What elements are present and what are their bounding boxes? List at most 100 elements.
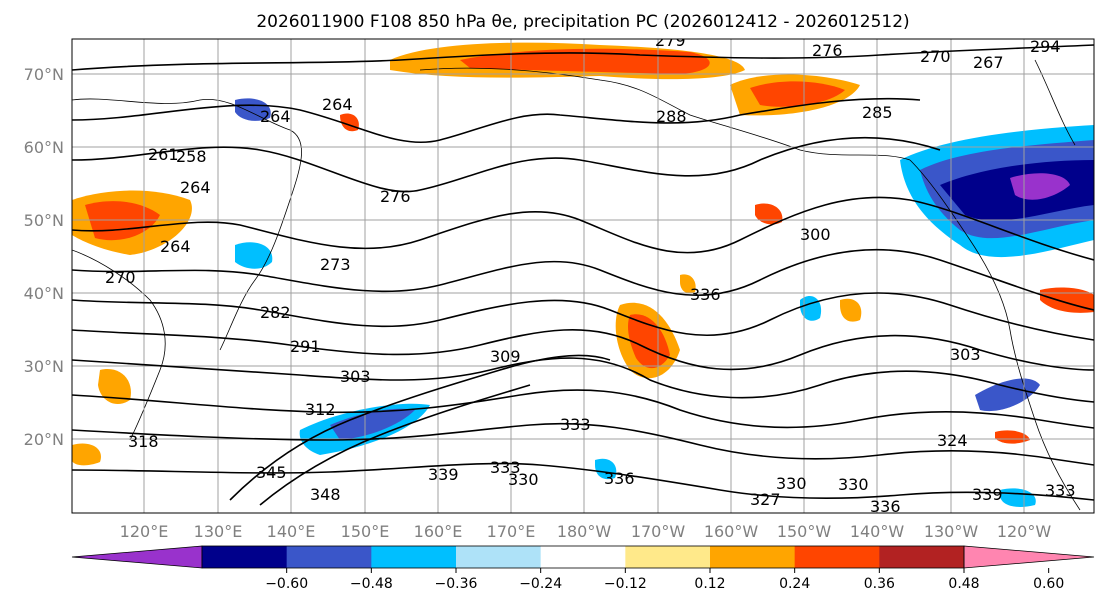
colorbar-tick-label: 0.36 [864, 576, 895, 592]
lat-label-70n: 70°N [24, 65, 64, 84]
contour-label: 270 [105, 268, 136, 287]
colorbar-bin [710, 546, 796, 568]
contour-label: 291 [290, 337, 321, 356]
contour-label: 303 [340, 367, 371, 386]
contour-label: 273 [320, 255, 351, 274]
contour-label: 267 [973, 53, 1004, 72]
contour-label: 336 [870, 497, 901, 516]
colorbar-bin [456, 546, 542, 568]
positive-anomaly-east-pacific-3 [840, 298, 862, 322]
positive-anomaly-bering [755, 203, 783, 225]
positive-anomaly-hawaii [680, 274, 696, 294]
contour-label: 327 [750, 490, 781, 509]
contour-label: 270 [920, 47, 951, 66]
colorbar-tick-label: −0.12 [604, 576, 647, 592]
lon-label: 150°E [341, 522, 390, 541]
lon-label: 120°W [997, 522, 1052, 541]
lat-label-20n: 20°N [24, 430, 64, 449]
contour-label: 312 [305, 400, 336, 419]
contour-label: 300 [800, 225, 831, 244]
colorbar-tick-label: −0.60 [265, 576, 308, 592]
contour-label: 264 [180, 178, 211, 197]
strong-anomaly-alaska [750, 81, 845, 107]
latitude-labels: 70°N 60°N 50°N 40°N 30°N 20°N [24, 65, 64, 449]
contour-label: 336 [604, 469, 635, 488]
plot-title: 2026011900 F108 850 hPa θe, precipitatio… [256, 12, 909, 32]
contour-label: 330 [838, 475, 869, 494]
contour-label: 279 [655, 31, 686, 50]
negative-anomaly-okhotsk [235, 98, 271, 121]
colorbar-tick-label: 0.48 [948, 576, 979, 592]
lon-label: 140°W [850, 522, 905, 541]
lon-label: 150°W [777, 522, 832, 541]
contour-label: 276 [812, 41, 843, 60]
negative-anomaly-nw-america-max [1010, 173, 1070, 200]
contour-label: 282 [260, 303, 291, 322]
colorbar-bin [540, 546, 626, 568]
contour-label: 336 [690, 285, 721, 304]
lon-label: 120°E [120, 522, 169, 541]
lon-label: 170°W [631, 522, 686, 541]
colorbar-bin [625, 546, 711, 568]
colorbar-bin [286, 546, 372, 568]
contour-label: 318 [128, 432, 159, 451]
positive-anomaly-philippines [98, 369, 131, 405]
colorbar-frame [201, 545, 965, 569]
map-panel: 279 276 270 267 264 264 261 258 264 264 … [72, 31, 1094, 516]
contour-label: 339 [972, 485, 1003, 504]
contour-label: 330 [776, 474, 807, 493]
lon-label: 140°E [267, 522, 316, 541]
colorbar-bin [794, 546, 880, 568]
contour-label: 261 [148, 145, 179, 164]
gridlines [72, 39, 1094, 513]
lon-label: 180°W [557, 522, 612, 541]
lon-label: 160°E [414, 522, 463, 541]
lon-label: 130°E [194, 522, 243, 541]
contour-label: 330 [508, 470, 539, 489]
contour-label: 345 [256, 463, 287, 482]
contour-label: 264 [322, 95, 353, 114]
colorbar-tick-label: −0.48 [350, 576, 393, 592]
contour-label: 285 [862, 103, 893, 122]
theta-e-contours [72, 44, 1094, 506]
colorbar-tick-label: −0.36 [435, 576, 478, 592]
lat-label-50n: 50°N [24, 211, 64, 230]
positive-anomaly-mexico [995, 430, 1030, 444]
positive-anomaly-sw-pacific [72, 443, 101, 466]
negative-anomaly-japan [235, 242, 273, 269]
negative-anomaly-south-pacific [595, 458, 617, 480]
contour-label: 264 [260, 107, 291, 126]
colorbar-tick-label: 0.12 [694, 576, 725, 592]
colorbar-extend-min [71, 545, 203, 569]
contour-label: 276 [380, 187, 411, 206]
contour-label: 309 [490, 347, 521, 366]
colorbar-bin [202, 546, 288, 568]
map-frame [71, 38, 1095, 514]
contour-label: 333 [1045, 481, 1076, 500]
colorbar-tick-label: 0.24 [779, 576, 810, 592]
contour-label: 294 [1030, 37, 1061, 56]
colorbar: −0.60 −0.48 −0.36 −0.24 −0.12 0.12 0.24 0.36 0.4… [71, 545, 1095, 592]
colorbar-extend-max [963, 545, 1095, 569]
lat-label-60n: 60°N [24, 138, 64, 157]
contour-label: 333 [560, 415, 591, 434]
contour-label: 339 [428, 465, 459, 484]
lon-label: 170°E [487, 522, 536, 541]
colorbar-tick-label: 0.60 [1033, 576, 1064, 592]
colorbar-bin [371, 546, 457, 568]
lon-label: 160°W [704, 522, 759, 541]
lat-label-40n: 40°N [24, 284, 64, 303]
contour-label: 264 [160, 237, 191, 256]
negative-anomaly-subtropics-core [330, 408, 415, 440]
contour-label: 348 [310, 485, 341, 504]
colorbar-tick-label: −0.24 [519, 576, 562, 592]
contour-label: 258 [176, 147, 207, 166]
contour-label: 333 [490, 458, 521, 477]
colorbar-bin [879, 546, 965, 568]
lon-label: 130°W [924, 522, 979, 541]
contour-label: 288 [656, 107, 687, 126]
lat-label-30n: 30°N [24, 357, 64, 376]
contour-label: 324 [937, 431, 968, 450]
longitude-labels: 120°E 130°E 140°E 150°E 160°E 170°E 180°… [120, 522, 1052, 541]
